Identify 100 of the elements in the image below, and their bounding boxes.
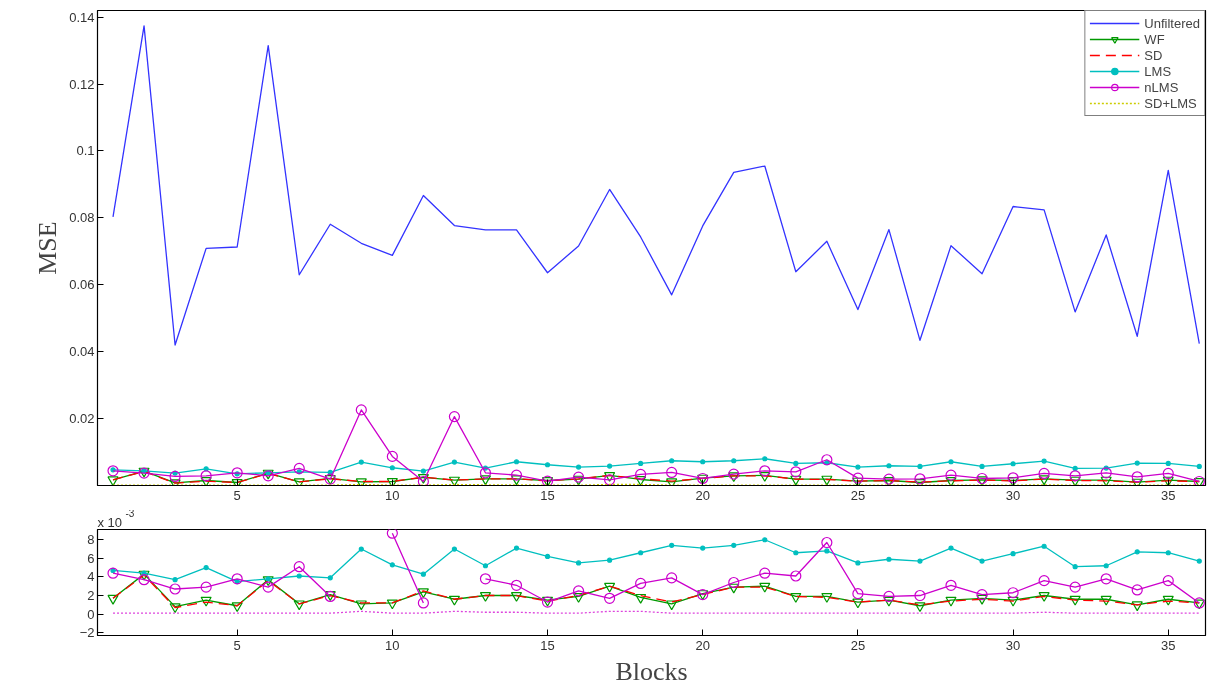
point (976, 589, 988, 601)
point (231, 602, 243, 613)
point (635, 577, 647, 590)
point (203, 565, 209, 571)
point (666, 600, 678, 611)
point (107, 465, 119, 477)
point (358, 459, 364, 465)
x-tick-label: 15 (540, 637, 555, 653)
point (1165, 550, 1171, 556)
point (1100, 573, 1112, 585)
point (1038, 475, 1050, 486)
point (635, 468, 647, 481)
point (638, 550, 644, 556)
point (1100, 595, 1112, 606)
point (479, 467, 492, 479)
point (169, 470, 181, 483)
point (386, 529, 398, 539)
point (604, 471, 616, 482)
point (731, 542, 737, 548)
point (327, 575, 333, 581)
point (1072, 564, 1078, 570)
point (607, 463, 613, 469)
point (107, 594, 119, 605)
x-axis-title: Blocks (615, 656, 688, 686)
point (852, 598, 864, 609)
x-tick-label: 10 (385, 637, 400, 653)
point (945, 477, 957, 486)
point (979, 558, 985, 564)
legend-label: SD+LMS (1144, 95, 1197, 111)
point (293, 561, 305, 573)
point (945, 579, 957, 591)
point (231, 573, 243, 585)
point (513, 459, 520, 465)
x-tick-label: 35 (1161, 487, 1176, 503)
point (759, 465, 771, 477)
point (420, 571, 426, 577)
point (417, 597, 429, 609)
y-tick-label: 2 (87, 588, 95, 604)
point (700, 459, 706, 465)
point (790, 466, 802, 478)
point (1072, 465, 1078, 472)
point (666, 572, 678, 584)
y-tick-label: 0.02 (69, 411, 95, 427)
point (824, 548, 830, 554)
point (855, 560, 861, 566)
point (1069, 470, 1081, 482)
point (793, 550, 799, 556)
y-tick-label: 4 (87, 569, 95, 585)
point (1007, 587, 1019, 599)
point (1162, 476, 1174, 486)
point (945, 469, 957, 481)
point (604, 474, 616, 486)
point (976, 472, 988, 485)
point (821, 475, 833, 486)
point (389, 562, 395, 568)
point (886, 556, 892, 562)
point (386, 450, 398, 462)
point (1010, 461, 1016, 467)
y-tick-label: −2 (79, 625, 95, 641)
point (852, 472, 864, 484)
point (172, 577, 178, 583)
point (883, 473, 895, 485)
point (759, 471, 771, 482)
x-tick-label: 5 (233, 637, 241, 653)
x-tick-label: 25 (850, 637, 866, 653)
point (790, 570, 802, 582)
point (327, 469, 333, 476)
point (914, 589, 926, 602)
point (1041, 458, 1047, 464)
legend-label: SD (1144, 47, 1164, 63)
point (510, 475, 523, 486)
point (979, 463, 985, 470)
point (793, 460, 799, 467)
point (513, 545, 520, 551)
point (1038, 467, 1050, 480)
point (293, 462, 305, 475)
point (296, 573, 302, 579)
point (262, 581, 274, 593)
point (638, 460, 644, 467)
point (479, 573, 492, 585)
y-tick-label: 0 (87, 606, 95, 622)
y-tick-label: 6 (87, 550, 95, 566)
point (203, 466, 209, 472)
point (1162, 595, 1174, 606)
point (482, 563, 489, 569)
y-tick-label: 8 (87, 532, 95, 548)
point (107, 567, 119, 579)
x-tick-label: 5 (233, 487, 241, 503)
point (1038, 592, 1050, 602)
point (448, 476, 461, 486)
point (1131, 584, 1143, 596)
legend-label: Unfiltered (1144, 15, 1200, 31)
point (852, 588, 864, 600)
legend-label: WF (1144, 31, 1165, 47)
point (1165, 460, 1171, 467)
point (479, 592, 492, 602)
legend-label: nLMS (1144, 79, 1179, 95)
point (1134, 549, 1140, 555)
point (604, 592, 616, 604)
point (510, 469, 523, 481)
